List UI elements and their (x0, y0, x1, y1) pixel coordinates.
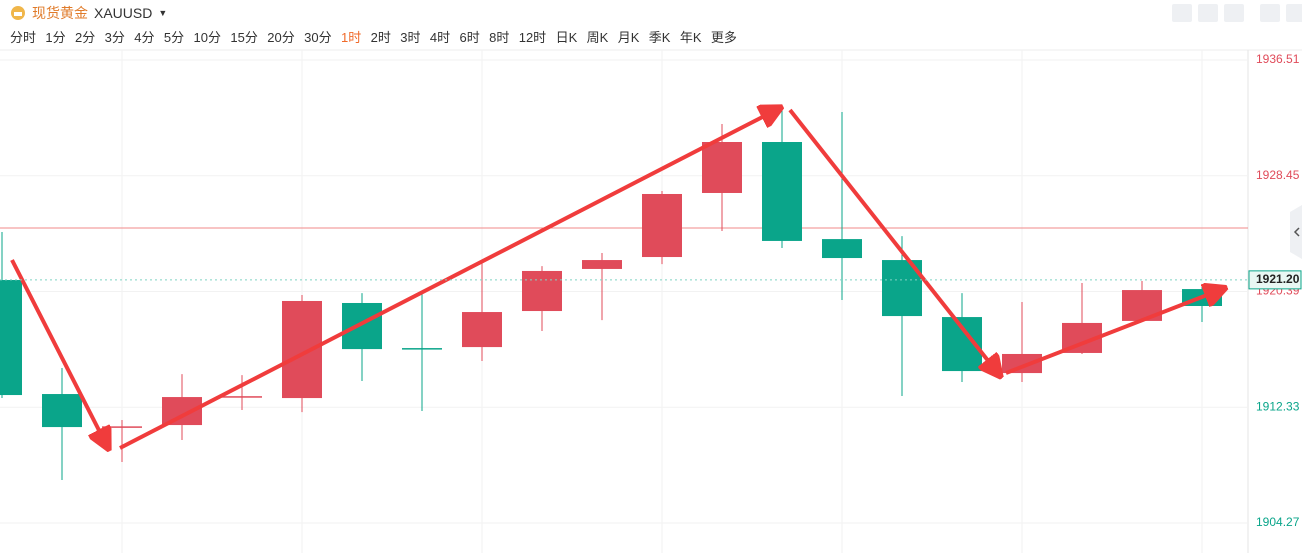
candle-body (642, 193, 682, 258)
candle-body (0, 280, 22, 396)
last-price-tag (1248, 270, 1302, 290)
interval-button[interactable]: 分时 (10, 30, 37, 45)
symbol-title[interactable]: 现货黄金 XAUUSD ▼ (10, 3, 167, 23)
candle-body (522, 270, 562, 312)
symbol-name: 现货黄金 (32, 5, 88, 21)
tool-button[interactable] (1198, 4, 1218, 22)
trend-arrow (788, 108, 997, 372)
tool-button[interactable] (1172, 4, 1192, 22)
interval-button[interactable]: 季K (648, 30, 671, 45)
plot-area (0, 50, 1248, 553)
interval-button[interactable]: 2分 (75, 30, 96, 45)
interval-button[interactable]: 12时 (518, 30, 547, 45)
symbol-code: XAUUSD (94, 5, 153, 21)
tool-icons (1172, 4, 1302, 22)
candle-body (102, 426, 142, 428)
interval-button[interactable]: 8时 (489, 30, 510, 45)
last-price-label: 1921.20 (1256, 272, 1300, 286)
interval-button[interactable]: 4分 (134, 30, 155, 45)
candle-body (342, 302, 382, 350)
tool-button[interactable] (1286, 4, 1302, 22)
interval-button[interactable]: 4时 (429, 30, 451, 45)
y-tick-label: 1904.27 (1256, 515, 1300, 529)
collapse-icon (1293, 227, 1300, 237)
interval-button[interactable]: 5分 (163, 30, 185, 45)
trend-arrow (119, 110, 776, 450)
interval-button[interactable]: 10分 (193, 30, 221, 45)
tool-button[interactable] (1260, 4, 1280, 22)
arrows (10, 108, 1220, 450)
trend-arrow (1005, 290, 1220, 375)
y-tick-label: 1912.33 (1256, 399, 1300, 413)
interval-button[interactable]: 周K (586, 30, 609, 45)
caret: ▼ (158, 8, 168, 18)
interval-button[interactable]: 15分 (230, 30, 258, 45)
interval-button[interactable]: 6时 (459, 30, 480, 45)
interval-button[interactable]: 更多 (710, 30, 737, 45)
tool-button[interactable] (1224, 4, 1244, 22)
candle-body (402, 348, 442, 350)
candle-body (1002, 353, 1042, 374)
interval-button[interactable]: 30分 (304, 30, 332, 45)
interval-button[interactable]: 1时 (340, 30, 362, 45)
interval-button[interactable]: 20分 (267, 30, 295, 45)
interval-button[interactable]: 2时 (370, 30, 391, 45)
toolbar: 现货黄金 XAUUSD ▼ 分时 1分 2分 3分 4分 5分 10分 15分 20分 30分 1时… (0, 0, 1302, 50)
candle-body (582, 260, 622, 269)
interval-bar: 分时 1分 2分 3分 4分 5分 10分 15分 20分 30分 1时 2时 3时 4时 6时 8时 12时日… (10, 27, 746, 46)
candle-body (762, 142, 802, 241)
interval-button[interactable]: 月K (617, 30, 640, 45)
candle-body (282, 300, 322, 399)
interval-button[interactable]: 3分 (104, 30, 125, 45)
interval-button[interactable]: 3时 (400, 30, 421, 45)
interval-button[interactable]: 年K (679, 30, 702, 45)
candle-body (42, 394, 82, 428)
trend-arrow (10, 259, 106, 444)
candle-body (222, 396, 262, 398)
gold-icon (11, 6, 25, 20)
candle-body (462, 312, 502, 348)
interval-button[interactable]: 日K (555, 30, 578, 45)
interval-button[interactable]: 1分 (45, 30, 66, 45)
y-tick-label: 1936.51 (1256, 52, 1300, 66)
y-tick-label: 1928.45 (1256, 168, 1300, 182)
candle-body (822, 239, 862, 259)
candle-body (702, 142, 742, 193)
